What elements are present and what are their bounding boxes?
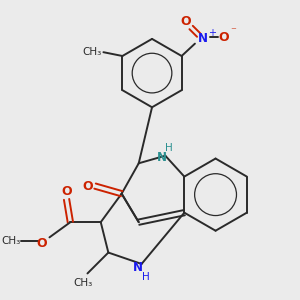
Text: N: N: [157, 151, 166, 164]
Text: O: O: [61, 185, 72, 198]
Text: CH₃: CH₃: [2, 236, 21, 246]
Text: N: N: [197, 32, 208, 45]
Text: ⁻: ⁻: [230, 26, 236, 36]
Text: CH₃: CH₃: [73, 278, 92, 288]
Text: CH₃: CH₃: [82, 47, 102, 57]
Text: O: O: [218, 31, 229, 44]
Text: O: O: [37, 237, 47, 250]
Text: H: H: [165, 143, 173, 153]
Text: O: O: [82, 180, 93, 193]
Text: O: O: [180, 15, 191, 28]
Text: +: +: [208, 28, 216, 38]
Text: H: H: [142, 272, 149, 282]
Text: N: N: [133, 261, 143, 274]
